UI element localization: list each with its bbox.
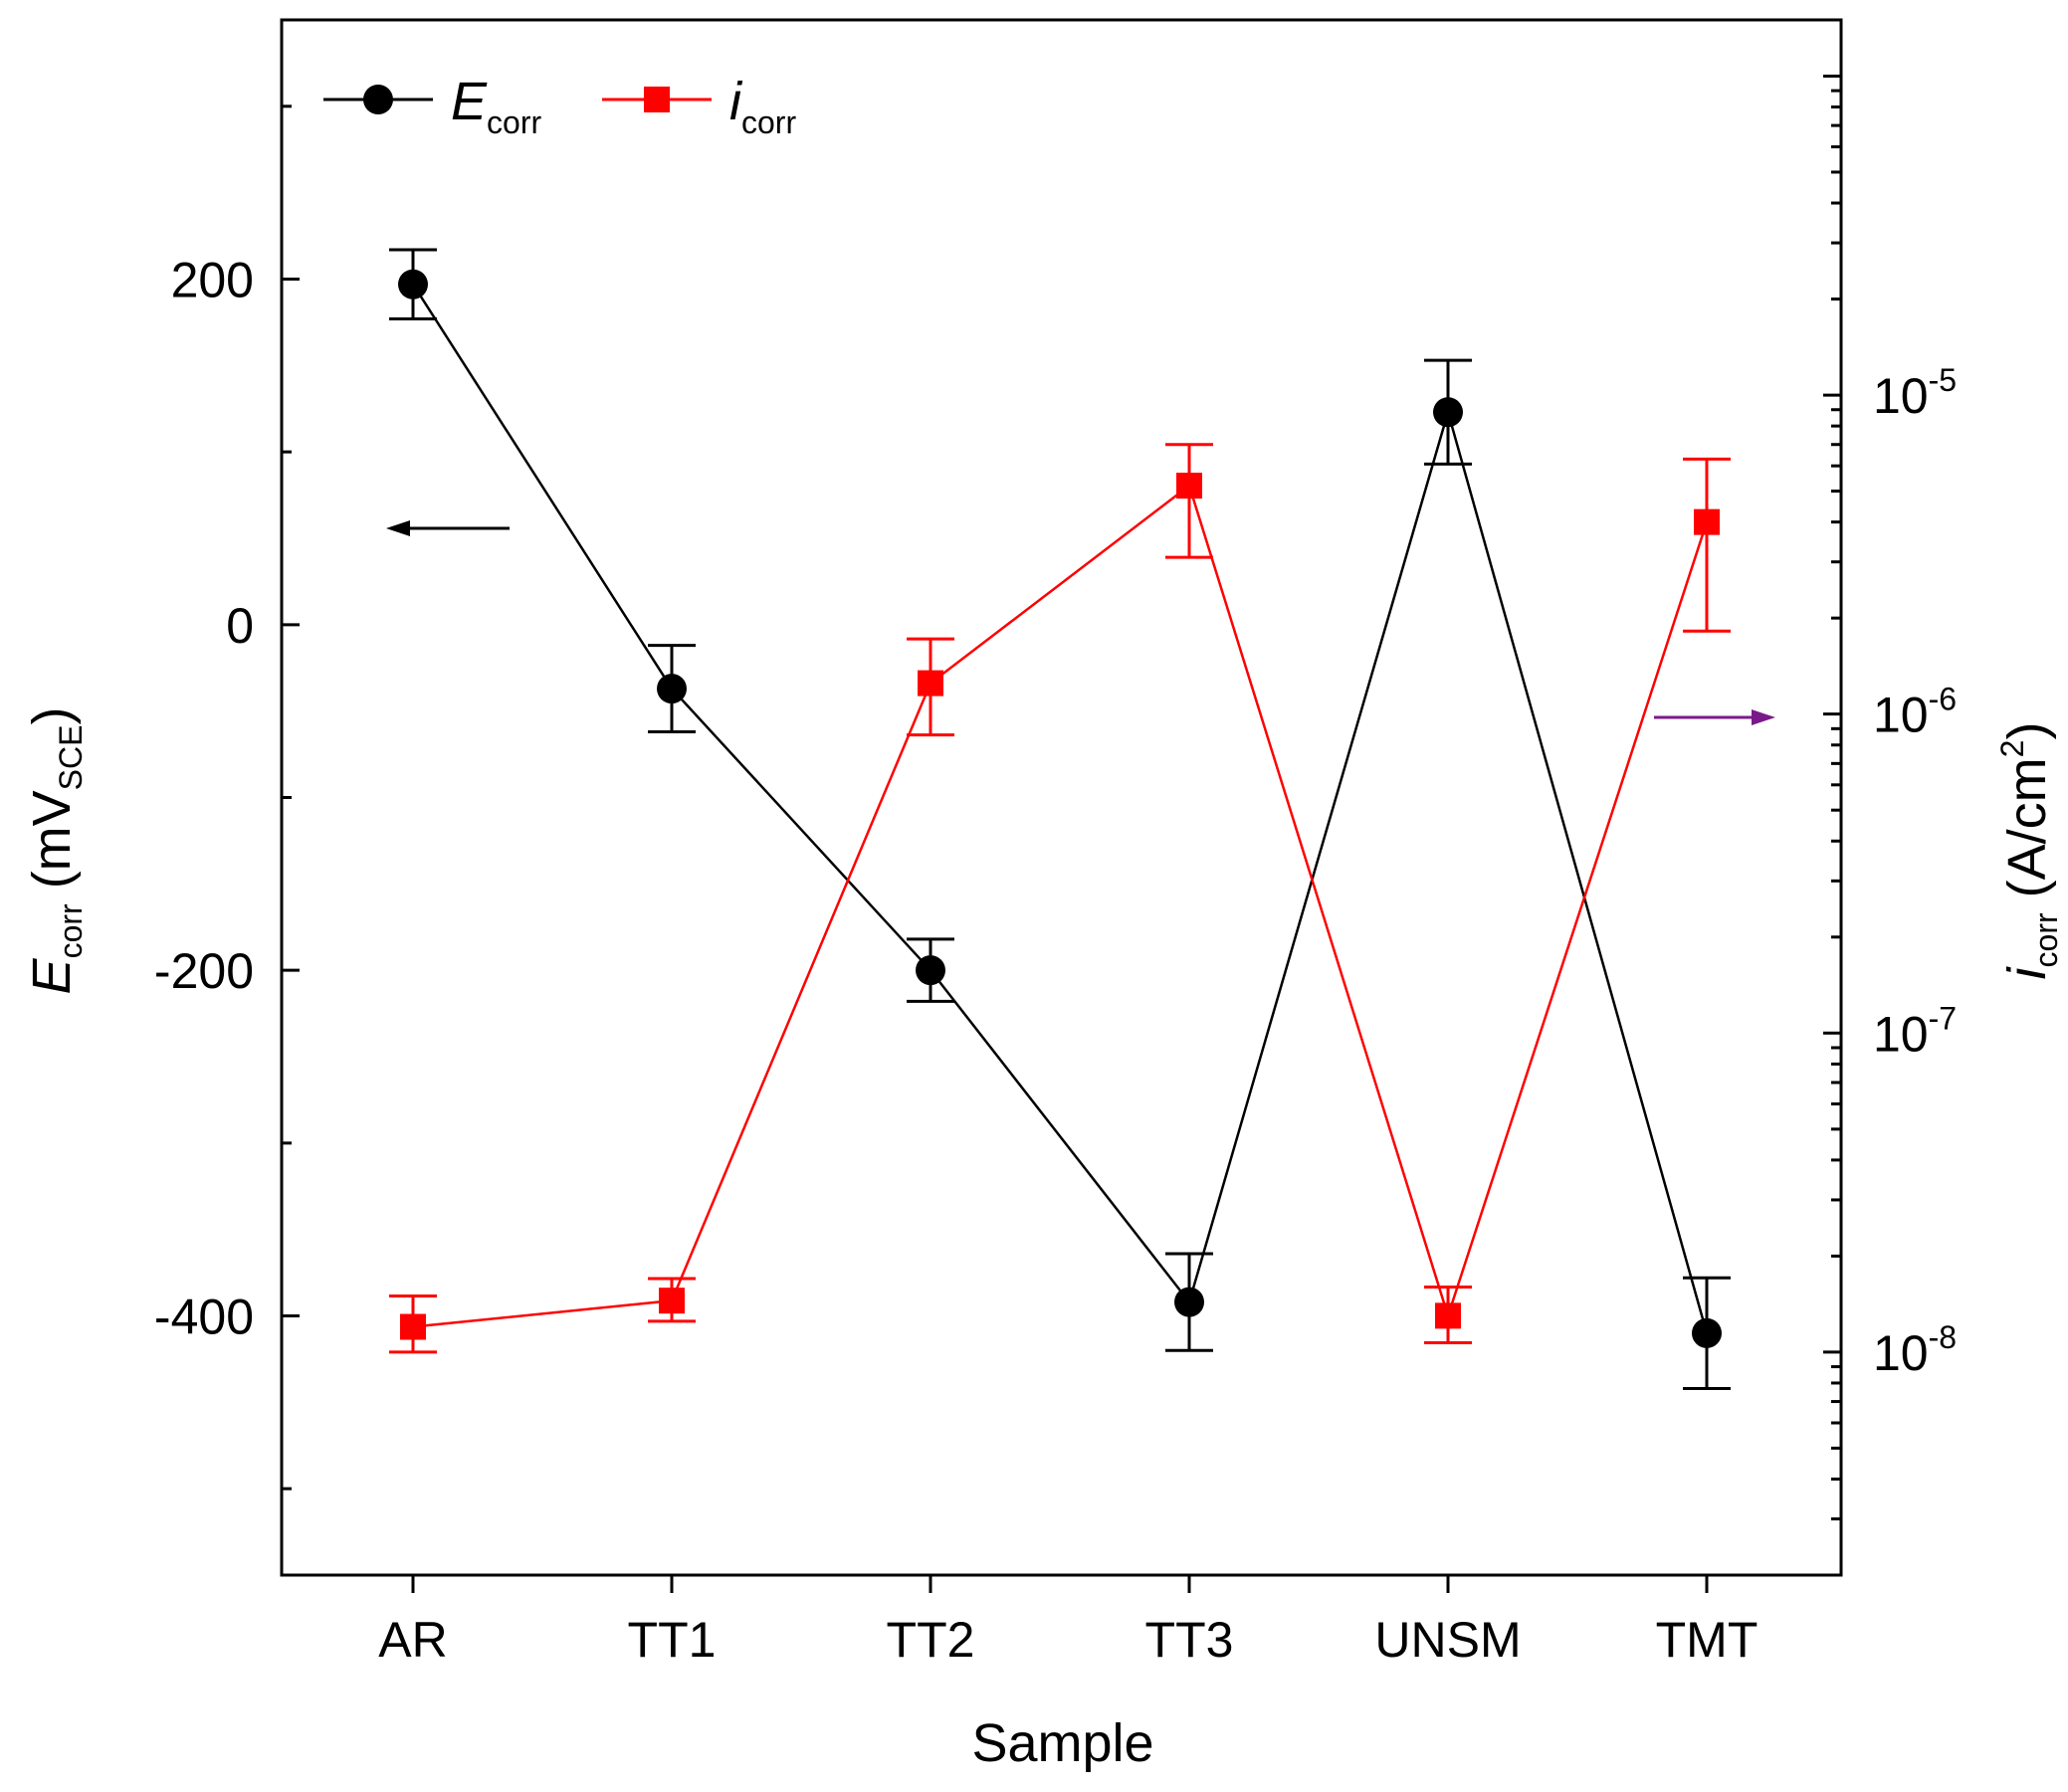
right-tick-base: 10 — [1873, 1325, 1929, 1381]
data-point — [1694, 508, 1720, 535]
right-axis-arrow — [1654, 709, 1775, 725]
right-tick-exponent: -5 — [1929, 362, 1957, 398]
series-layer — [389, 248, 1731, 1390]
series-icorr — [389, 443, 1731, 1354]
legend: Ecorr icorr — [323, 72, 796, 140]
right-tick-base: 10 — [1873, 368, 1929, 424]
data-point — [1174, 1287, 1204, 1317]
data-point — [398, 269, 428, 299]
data-point — [657, 674, 687, 704]
right-tick-exponent: -7 — [1929, 1000, 1957, 1036]
left-axis-title-main: E — [22, 957, 82, 994]
left-tick-label: 200 — [171, 253, 254, 308]
series-line — [411, 284, 1709, 1334]
data-point — [1692, 1317, 1722, 1348]
legend-label-sub: corr — [741, 104, 796, 140]
legend-label-sub: corr — [487, 104, 541, 140]
right-axis-title-unit: (A/cm — [1997, 757, 2057, 912]
right-axis-title-sub: corr — [2028, 912, 2064, 967]
x-tick-label: TT2 — [887, 1612, 975, 1668]
data-point — [1435, 1302, 1461, 1329]
series-line — [412, 484, 1709, 1328]
left-axis: -400 -200 0 200 — [154, 104, 300, 1491]
x-tick-label: AR — [378, 1612, 447, 1668]
x-tick-label: TT1 — [628, 1612, 717, 1668]
left-axis-title-unit: (mV — [22, 790, 82, 903]
legend-label-main: E — [451, 72, 488, 131]
legend-marker — [363, 85, 393, 114]
legend-item-icorr: icorr — [602, 72, 796, 140]
x-axis: AR TT1 TT2 TT3 UNSM TMT — [378, 1575, 1758, 1668]
error-bar — [1683, 457, 1731, 633]
right-tick-label: 10-7 — [1873, 1000, 1957, 1062]
right-tick-label: 10-5 — [1873, 362, 1957, 424]
data-point — [400, 1313, 426, 1340]
right-axis-title-main: i — [1997, 965, 2057, 979]
x-tick-label: TMT — [1656, 1612, 1758, 1668]
x-tick-label: TT3 — [1145, 1612, 1234, 1668]
right-axis: 10-810-710-610-5 — [1823, 74, 1957, 1577]
left-axis-title-sub: corr — [53, 903, 89, 958]
legend-marker — [644, 87, 670, 112]
legend-label-main: i — [729, 72, 743, 131]
data-point — [1433, 397, 1463, 428]
data-point — [1176, 473, 1202, 499]
right-tick-base: 10 — [1873, 1006, 1929, 1062]
right-axis-title-close: ) — [1997, 722, 2057, 740]
legend-item-Ecorr: Ecorr — [323, 72, 541, 140]
plot-border — [280, 18, 1843, 1577]
plot-frame — [280, 18, 1843, 1577]
right-tick-base: 10 — [1873, 688, 1929, 743]
right-tick-label: 10-8 — [1873, 1319, 1957, 1381]
left-axis-title-close: ) — [22, 707, 82, 725]
left-tick-label: 0 — [226, 598, 254, 654]
x-axis-title: Sample — [971, 1713, 1153, 1773]
left-tick-label: -200 — [154, 943, 254, 999]
right-tick-exponent: -6 — [1929, 682, 1957, 717]
right-axis-title: icorr (A/cm2) — [1994, 722, 2064, 980]
right-tick-exponent: -8 — [1929, 1319, 1957, 1355]
error-bar — [1165, 443, 1213, 559]
annotations — [386, 520, 1775, 725]
data-point — [659, 1288, 685, 1314]
legend-label: icorr — [729, 72, 796, 140]
left-tick-label: -400 — [154, 1290, 254, 1345]
legend-label: Ecorr — [451, 72, 541, 140]
left-axis-arrow — [386, 520, 510, 536]
x-tick-label: UNSM — [1374, 1612, 1521, 1668]
data-point — [916, 955, 945, 986]
right-axis-title-sup: 2 — [1994, 740, 2030, 758]
left-axis-title: Ecorr (mVSCE) — [22, 707, 89, 995]
left-axis-title-unit-sub: SCE — [53, 725, 89, 791]
right-tick-label: 10-6 — [1873, 682, 1957, 743]
data-point — [918, 670, 943, 697]
series-Ecorr — [389, 248, 1731, 1390]
